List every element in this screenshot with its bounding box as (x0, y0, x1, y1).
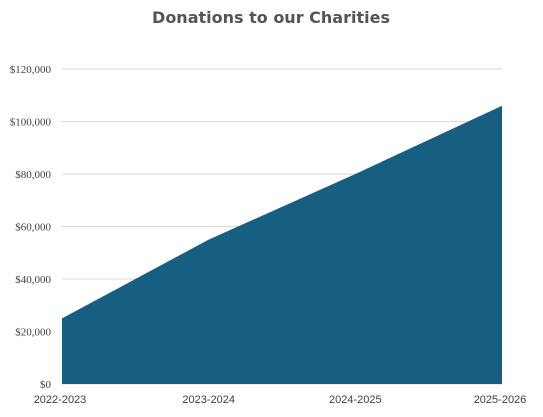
y-tick-label: $0 (40, 379, 52, 391)
chart-title: Donations to our Charities (152, 8, 390, 27)
y-tick-label: $20,000 (15, 327, 51, 339)
x-tick-label: 2024-2025 (329, 394, 382, 406)
x-tick-label: 2023-2024 (182, 394, 235, 406)
area-series (62, 105, 502, 384)
x-tick-label: 2025-2026 (474, 394, 527, 406)
x-axis: 2022-2023 2023-2024 2024-2025 2025-2026 (34, 394, 527, 406)
plot-area (62, 105, 502, 384)
x-tick-label: 2022-2023 (34, 394, 87, 406)
y-tick-label: $120,000 (10, 64, 52, 76)
y-tick-label: $100,000 (10, 117, 52, 129)
y-axis: $0 $20,000 $40,000 $60,000 $80,000 $100,000 $1… (10, 64, 52, 391)
y-tick-label: $80,000 (15, 169, 51, 181)
y-tick-label: $40,000 (15, 274, 51, 286)
y-tick-label: $60,000 (15, 222, 51, 234)
